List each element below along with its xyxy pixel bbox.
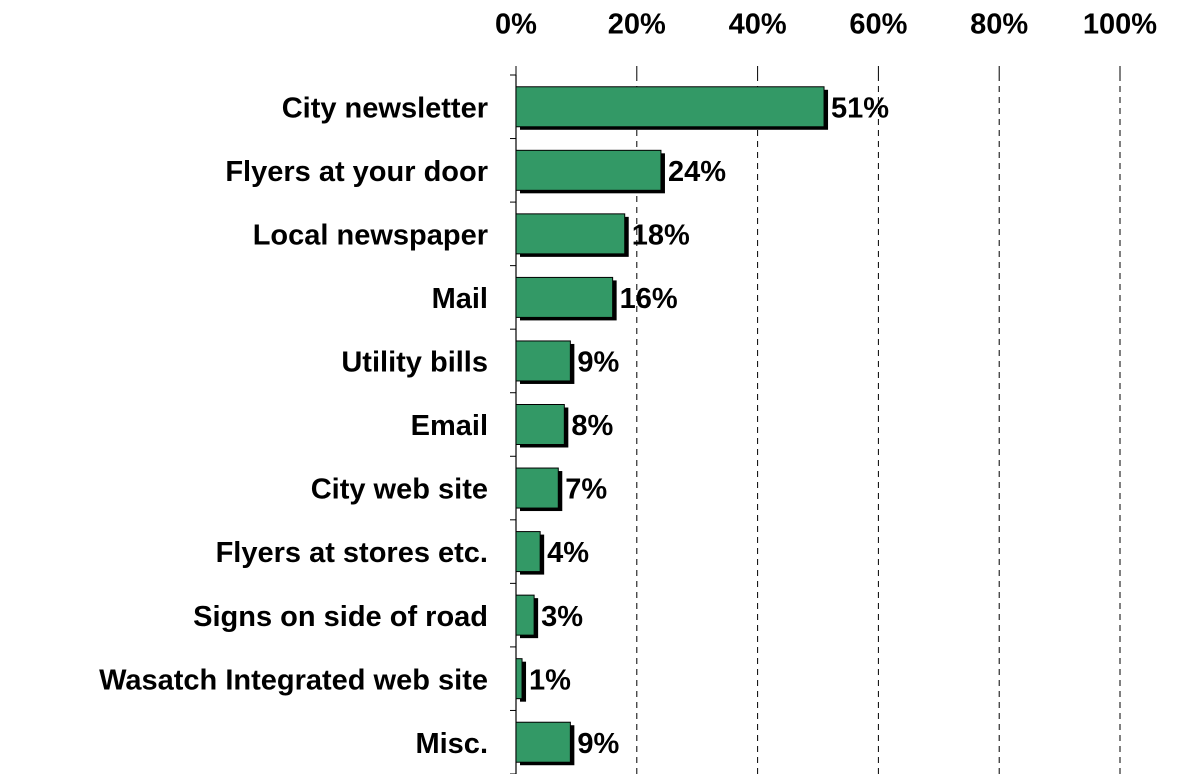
data-label: 16% (620, 283, 678, 315)
y-tick-label: Mail (432, 283, 488, 315)
y-tick-label: Flyers at stores etc. (216, 537, 488, 569)
bar (515, 213, 626, 255)
data-label: 3% (541, 601, 583, 633)
data-label: 1% (529, 664, 571, 696)
bar (515, 531, 541, 573)
y-tick-label: Utility bills (341, 347, 488, 379)
bar (515, 467, 559, 509)
data-label: 9% (577, 347, 619, 379)
y-tick-label: Signs on side of road (193, 601, 488, 633)
bar (515, 149, 662, 191)
bar (515, 594, 535, 636)
data-label: 24% (668, 156, 726, 188)
y-tick-label: Flyers at your door (225, 156, 488, 188)
y-tick-label: Misc. (415, 728, 488, 760)
data-label: 8% (571, 410, 613, 442)
bar (515, 721, 571, 763)
bar (515, 404, 565, 445)
data-label: 4% (547, 537, 589, 569)
data-label: 18% (632, 220, 690, 252)
x-tick-label: 60% (849, 9, 907, 41)
data-label: 51% (831, 92, 889, 124)
bar (515, 658, 523, 700)
y-tick-label: Local newspaper (253, 220, 488, 252)
bar (515, 86, 825, 128)
data-label: 9% (577, 728, 619, 760)
x-tick-label: 80% (970, 9, 1028, 41)
bar (515, 340, 571, 382)
y-tick-label: Wasatch Integrated web site (99, 664, 488, 696)
bar-shadow (520, 661, 527, 702)
x-tick-label: 0% (495, 9, 537, 41)
x-tick-label: 100% (1083, 9, 1157, 41)
data-label: 7% (565, 474, 607, 506)
y-tick-label: Email (411, 410, 488, 442)
y-tick-label: City newsletter (282, 92, 488, 124)
x-tick-label: 40% (729, 9, 787, 41)
x-tick-label: 20% (608, 9, 666, 41)
y-tick-label: City web site (311, 474, 488, 506)
bar (515, 276, 614, 318)
